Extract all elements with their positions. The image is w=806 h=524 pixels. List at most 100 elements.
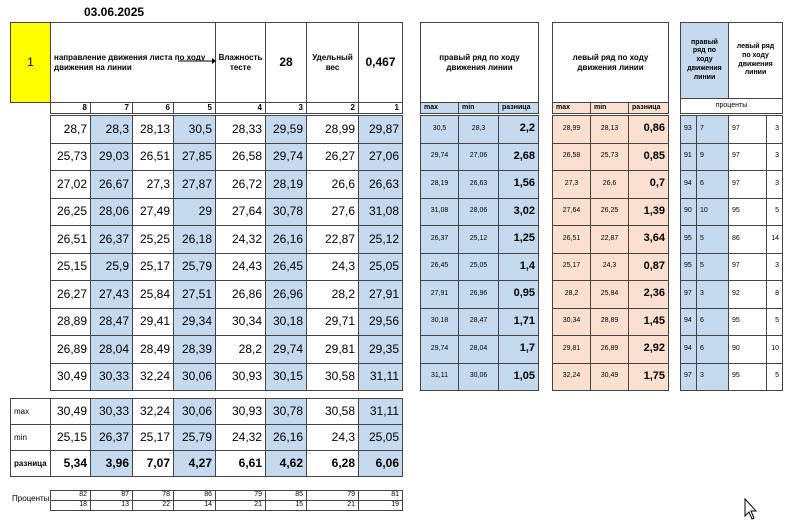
side-value: 29,81 — [552, 335, 591, 364]
percent-value: 5 — [696, 225, 729, 254]
side-value: 31,11 — [420, 362, 459, 391]
percent-value: 9 — [696, 142, 729, 171]
summary-value: 30,78 — [265, 398, 307, 425]
summary-value: 4,27 — [173, 450, 216, 477]
summary-label: max — [10, 398, 51, 425]
measurement: 27,85 — [173, 142, 216, 171]
measurement: 26,58 — [215, 142, 266, 171]
percent-value: 6 — [696, 307, 729, 336]
measurement: 25,17 — [132, 252, 174, 281]
measurement: 28,47 — [90, 307, 133, 336]
measurement: 27,87 — [173, 170, 216, 199]
percent-value: 3 — [766, 142, 783, 171]
percent-value: 95 — [728, 307, 767, 336]
side-value: 27,06 — [458, 142, 499, 171]
measurement: 28,06 — [90, 197, 133, 226]
measurement: 28,7 — [50, 115, 91, 144]
summary-value: 6,61 — [215, 450, 266, 477]
percent-value: 97 — [728, 115, 767, 144]
side-value: 26,63 — [458, 170, 499, 199]
percent-total: 22 — [132, 500, 174, 511]
side-column-header: max — [420, 102, 459, 114]
summary-value: 30,49 — [50, 398, 91, 425]
measurement: 26,45 — [265, 252, 307, 281]
side-value: 25,12 — [458, 225, 499, 254]
summary-value: 25,15 — [50, 424, 91, 451]
difference: 0,7 — [628, 170, 669, 199]
side-value: 27,91 — [420, 280, 459, 309]
summary-value: 24,32 — [215, 424, 266, 451]
percent-value: 90 — [680, 197, 697, 226]
difference: 0,85 — [628, 142, 669, 171]
side-value: 28,04 — [458, 335, 499, 364]
measurement: 25,15 — [50, 252, 91, 281]
side-value: 22,87 — [590, 225, 629, 254]
measurement: 30,18 — [265, 307, 307, 336]
measurement: 27,06 — [358, 142, 403, 171]
side-value: 29,74 — [420, 142, 459, 171]
measurement: 26,6 — [306, 170, 359, 199]
percent-value: 97 — [728, 252, 767, 281]
side-value: 27,64 — [552, 197, 591, 226]
summary-value: 26,16 — [265, 424, 307, 451]
density-label: Удельный вес — [306, 22, 359, 103]
sheet-number: 1 — [10, 22, 51, 103]
percent-value: 95 — [728, 362, 767, 391]
summary-value: 25,79 — [173, 424, 216, 451]
direction-arrow — [178, 58, 216, 64]
difference: 1,7 — [498, 335, 539, 364]
percent-value: 14 — [766, 225, 783, 254]
difference: 3,64 — [628, 225, 669, 254]
measurement: 25,84 — [132, 280, 174, 309]
percent-value: 3 — [696, 362, 729, 391]
side-column-header: min — [590, 102, 629, 114]
measurement: 28,2 — [306, 280, 359, 309]
measurement: 28,3 — [90, 115, 133, 144]
measurement: 26,72 — [215, 170, 266, 199]
summary-value: 25,17 — [132, 424, 174, 451]
measurement: 26,89 — [50, 335, 91, 364]
column-number: 1 — [358, 102, 403, 114]
measurement: 28,19 — [265, 170, 307, 199]
difference: 0,95 — [498, 280, 539, 309]
measurement: 28,39 — [173, 335, 216, 364]
measurement: 29,35 — [358, 335, 403, 364]
measurement: 27,64 — [215, 197, 266, 226]
measurement: 30,49 — [50, 362, 91, 391]
summary-value: 7,07 — [132, 450, 174, 477]
percent-value: 97 — [728, 170, 767, 199]
measurement: 26,63 — [358, 170, 403, 199]
percent-totals-label: Проценты — [12, 494, 50, 503]
summary-value: 30,06 — [173, 398, 216, 425]
difference: 3,02 — [498, 197, 539, 226]
percent-right-title: правый ряд по ходу движения линии — [680, 22, 729, 99]
summary-value: 25,05 — [358, 424, 403, 451]
measurement: 31,08 — [358, 197, 403, 226]
summary-value: 31,11 — [358, 398, 403, 425]
measurement: 25,25 — [132, 225, 174, 254]
percent-value: 5 — [766, 197, 783, 226]
side-column-header: разница — [628, 102, 669, 114]
measurement: 30,93 — [215, 362, 266, 391]
summary-value: 4,62 — [265, 450, 307, 477]
side-value: 25,05 — [458, 252, 499, 281]
measurement: 30,78 — [265, 197, 307, 226]
percent-value: 94 — [680, 335, 697, 364]
side-value: 24,3 — [590, 252, 629, 281]
side-value: 26,6 — [590, 170, 629, 199]
measurement: 30,34 — [215, 307, 266, 336]
measurement: 29,74 — [265, 142, 307, 171]
difference: 0,86 — [628, 115, 669, 144]
percent-label: проценты — [680, 98, 783, 114]
side-value: 31,08 — [420, 197, 459, 226]
summary-value: 30,33 — [90, 398, 133, 425]
moisture-label: Влажность тесте — [215, 22, 266, 103]
measurement: 28,13 — [132, 115, 174, 144]
column-number: 2 — [306, 102, 359, 114]
summary-value: 6,06 — [358, 450, 403, 477]
summary-value: 24,3 — [306, 424, 359, 451]
mouse-cursor — [744, 498, 758, 520]
percent-value: 97 — [680, 362, 697, 391]
difference: 1,4 — [498, 252, 539, 281]
measurement: 24,3 — [306, 252, 359, 281]
